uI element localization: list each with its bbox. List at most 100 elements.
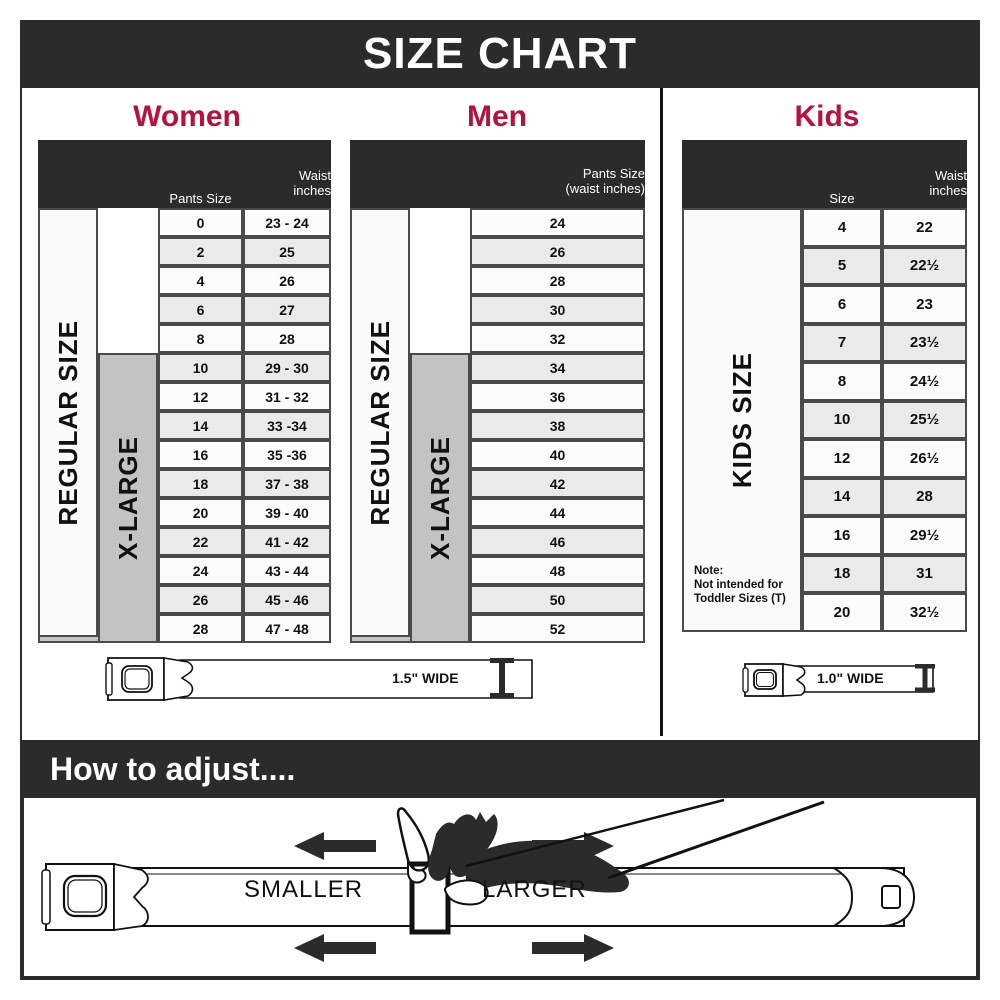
section-divider (660, 88, 663, 736)
table-row: 36 (470, 382, 645, 411)
table-row: 10 (158, 353, 243, 382)
women-xlarge-category: X-LARGE (98, 353, 158, 643)
women-col1-header: Pants Size (169, 191, 232, 206)
table-row: 16 (158, 440, 243, 469)
adult-belt-width-label: 1.5" WIDE (392, 670, 459, 686)
table-row: 2 (158, 237, 243, 266)
howto-adjust-bar: How to adjust.... (22, 740, 978, 798)
table-row: 43 - 44 (243, 556, 331, 585)
men-xlarge-label: X-LARGE (424, 436, 455, 560)
women-col2-header-line2: inches (293, 183, 331, 198)
table-row: 27 (243, 295, 331, 324)
howto-adjust-title: How to adjust.... (50, 750, 296, 787)
women-col2-header-line1: Waist (298, 168, 331, 183)
table-row: 31 - 32 (243, 382, 331, 411)
table-row: 12 (158, 382, 243, 411)
table-row: 28 (470, 266, 645, 295)
men-col-header-line1: Pants Size (582, 166, 645, 181)
table-row: 25½ (882, 400, 967, 439)
table-row: 28 (882, 477, 967, 516)
women-size-table: Pants Size Waist inches X-LARGE REGULAR SIZE… (38, 140, 331, 643)
table-row: 26 (470, 237, 645, 266)
women-col2-header: Waist inches (243, 160, 331, 206)
kids-belt-width-label: 1.0" WIDE (817, 670, 884, 686)
table-row: 40 (470, 440, 645, 469)
table-row: 8 (802, 362, 882, 401)
table-row: 16 (802, 516, 882, 555)
table-row: 28 (158, 614, 243, 643)
table-row: 34 (470, 353, 645, 382)
table-row: 46 (470, 527, 645, 556)
table-row: 37 - 38 (243, 469, 331, 498)
men-xlarge-category: X-LARGE (410, 353, 470, 643)
table-row: 25 (243, 237, 331, 266)
adjust-diagram-area: SMALLER LARGER (22, 798, 978, 978)
table-row: 44 (470, 498, 645, 527)
table-row: 6 (158, 295, 243, 324)
table-row: 23 (882, 285, 967, 324)
table-row: 12 (802, 439, 882, 478)
women-section-title: Women (133, 100, 241, 133)
table-row: 41 - 42 (243, 527, 331, 556)
table-row: 22½ (882, 246, 967, 285)
adult-belt-diagram: 1.5" WIDE (102, 648, 542, 708)
table-row: 4 (158, 266, 243, 295)
kids-size-table: Size Waist inches KIDS SIZE Note: Not intend… (682, 140, 967, 710)
kids-table-header (682, 140, 967, 208)
men-section-title: Men (467, 100, 527, 133)
table-row: 52 (470, 614, 645, 643)
smaller-label: SMALLER (244, 876, 364, 903)
larger-label: LARGER (482, 876, 587, 903)
table-row: 20 (802, 593, 882, 632)
kids-size-category: KIDS SIZE (682, 208, 802, 632)
table-row: 26 (243, 266, 331, 295)
table-row: 22 (158, 527, 243, 556)
table-row: 4 (802, 208, 882, 247)
table-row: 26 (158, 585, 243, 614)
table-row: 18 (158, 469, 243, 498)
kids-size-label: KIDS SIZE (726, 351, 757, 488)
table-row: 33 -34 (243, 411, 331, 440)
women-regular-category: REGULAR SIZE (38, 208, 98, 638)
women-regular-label: REGULAR SIZE (52, 319, 83, 526)
table-row: 32½ (882, 593, 967, 632)
table-row: 29 - 30 (243, 353, 331, 382)
men-size-table: Pants Size (waist inches) X-LARGE REGULAR S… (350, 140, 645, 643)
table-row: 42 (470, 469, 645, 498)
men-table-header (350, 140, 645, 208)
kids-col2-header-line1: Waist (934, 168, 967, 183)
table-row: 24 (158, 556, 243, 585)
table-row: 47 - 48 (243, 614, 331, 643)
table-row: 6 (802, 285, 882, 324)
table-row: 35 -36 (243, 440, 331, 469)
title-bar: SIZE CHART (20, 20, 980, 88)
men-col-header: Pants Size (waist inches) (470, 156, 645, 206)
table-row: 14 (802, 477, 882, 516)
kids-note: Note: Not intended for Toddler Sizes (T) (694, 564, 786, 605)
table-row: 0 (158, 208, 243, 237)
table-row: 22 (882, 208, 967, 247)
tables-area: Women Men Kids Pants Size Waist inches X-LA… (22, 88, 978, 738)
table-row: 10 (802, 400, 882, 439)
kids-col1-header: Size (829, 191, 855, 206)
table-row: 31 (882, 554, 967, 593)
table-row: 28 (243, 324, 331, 353)
table-row: 30 (470, 295, 645, 324)
table-row: 32 (470, 324, 645, 353)
table-row: 45 - 46 (243, 585, 331, 614)
table-row: 18 (802, 554, 882, 593)
adjust-belt-illustration (41, 798, 916, 962)
women-xlarge-label: X-LARGE (112, 436, 143, 560)
table-row: 5 (802, 246, 882, 285)
table-row: 23 - 24 (243, 208, 331, 237)
women-table-header (38, 140, 331, 208)
men-col-header-line2: (waist inches) (565, 181, 645, 196)
table-row: 38 (470, 411, 645, 440)
table-row: 14 (158, 411, 243, 440)
page-title: SIZE CHART (363, 29, 637, 78)
kids-section-title: Kids (794, 100, 860, 133)
men-regular-label: REGULAR SIZE (364, 319, 395, 526)
kids-col2-header: Waist inches (882, 160, 967, 206)
kids-belt-diagram: 1.0" WIDE (737, 656, 967, 702)
